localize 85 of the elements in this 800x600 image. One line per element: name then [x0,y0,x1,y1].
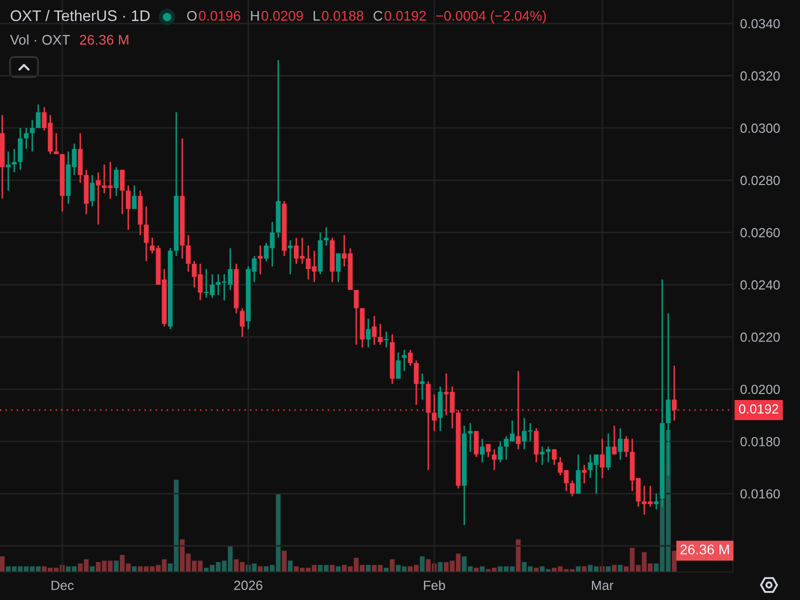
candlestick [474,430,479,458]
candlestick [324,226,329,246]
bar [438,562,443,572]
x-tick-label: Dec [52,580,74,590]
candlestick [24,127,29,150]
candlestick [126,184,131,231]
bar [282,550,287,572]
candlestick [618,428,623,460]
annotation: O [187,10,197,21]
y-tick-label: 0.0280 [740,176,780,186]
candlestick [288,240,293,275]
candlestick [624,435,629,458]
candlestick [414,360,419,406]
annotation: 26.36 M [680,544,729,554]
y-tick-label: 0.0260 [740,228,780,238]
annotation: L [314,11,320,21]
candlestick [372,315,377,346]
candlestick [354,289,359,346]
bar [288,560,293,572]
ref-line-label: 0.0192 [739,404,778,414]
candlestick [114,166,119,197]
candlestick [612,425,617,456]
candlestick [468,422,473,453]
candlestick [18,127,23,170]
y-tick-label: 0.0340 [740,19,780,28]
candlestick [408,349,413,366]
candlestick [480,438,485,463]
candlestick [120,169,125,215]
y-tick-label: 0.0220 [740,332,780,342]
candlestick [570,480,575,497]
bar [420,556,425,572]
candlestick [30,119,35,152]
candlestick [336,252,341,283]
candlestick [432,394,437,432]
candlestick [132,184,137,210]
candlestick [540,446,545,466]
bar [672,550,677,572]
candlestick [582,464,587,484]
y-tick-label: 0.0200 [740,384,780,394]
candlestick [186,234,191,272]
candlestick [576,454,581,494]
candlestick [486,443,491,458]
candlestick [12,148,17,174]
annotation: 0.0209 [262,10,303,21]
annotation: H [251,11,259,21]
y-tick-label: 0.0320 [740,71,780,81]
candlestick [96,172,101,226]
candlestick [606,432,611,471]
candlestick [36,104,41,129]
candlestick [546,446,551,463]
annotation: 0.0196 [198,10,240,21]
candlestick [534,428,539,463]
annotation: Vol · OXT [10,34,70,45]
candlestick [552,448,557,466]
candlestick [498,440,503,463]
bar [0,556,5,572]
bar [114,560,119,572]
candlestick [90,174,95,208]
y-tick-label: 0.0180 [740,436,780,446]
candlestick [258,244,263,275]
annotation: 0.0188 [322,10,364,21]
annotation: 0.0192 [384,10,426,21]
y-tick-label: 0.0240 [740,280,780,290]
candlestick [492,448,497,471]
annotation: C [374,10,382,21]
candlestick [396,352,401,380]
y-tick-label: 0.0160 [740,489,780,499]
candlestick [420,372,425,400]
bar [390,559,395,572]
annotation: −0.0004 (−2.04%) [436,10,546,24]
text: OXT / TetherUS · 1D [10,10,150,22]
candlestick [144,206,149,262]
y-tick-label: 0.0300 [740,124,780,133]
candlestick [6,150,11,192]
candlestick [654,492,659,510]
x-tick-label: Mar [592,580,614,590]
candlestick [240,308,245,338]
candlestick [600,438,605,479]
annotation: 26.36 M [80,34,128,45]
candlestick [402,349,407,372]
candlestick [378,323,383,346]
x-tick-label: 2026 [234,580,262,590]
candlestick [366,318,371,348]
x-tick-label: Feb [424,580,446,590]
candlestick [54,132,59,155]
